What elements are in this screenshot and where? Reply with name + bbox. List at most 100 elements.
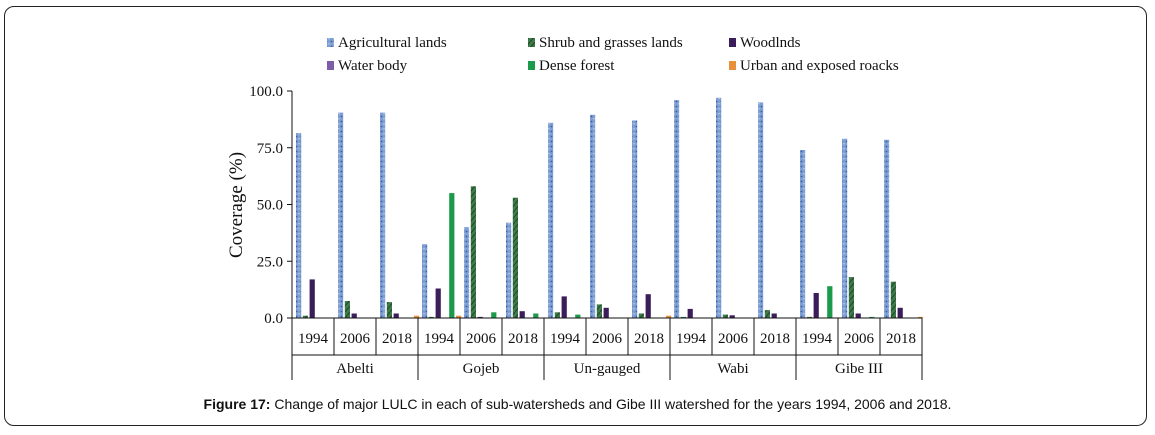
bar-agricultural-lands (674, 100, 680, 318)
bar-agricultural-lands (338, 112, 344, 318)
bar-woodlnds (645, 294, 651, 318)
legend: Agricultural lands Shrub and grasses land… (327, 35, 899, 74)
bar-agricultural-lands (464, 227, 470, 318)
y-tick-label: 50.0 (257, 198, 283, 214)
bar-shrub-and-grasses-lands (470, 186, 476, 318)
legend-swatch-urban-and-exposed-roacks (729, 61, 736, 70)
legend-swatch-agricultural-lands (327, 38, 334, 47)
y-tick-label: 25.0 (257, 254, 283, 270)
x-tick-year: 2018 (886, 331, 916, 347)
bar-dense-forest (575, 314, 581, 318)
bar-agricultural-lands (800, 150, 806, 318)
x-tick-year: 1994 (424, 331, 455, 347)
x-tick-year: 2006 (592, 331, 623, 347)
bar-woodlnds (519, 311, 525, 318)
bar-woodlnds (687, 308, 693, 318)
x-tick-year: 1994 (298, 331, 329, 347)
bar-agricultural-lands (758, 102, 764, 319)
legend-swatch-shrub-and-grasses-lands (528, 38, 535, 47)
bar-woodlnds (771, 313, 777, 318)
caption-label: Figure 17: (203, 396, 271, 412)
bar-agricultural-lands (380, 112, 386, 318)
bar-agricultural-lands (842, 138, 848, 318)
y-tick-label: 100.0 (249, 84, 283, 100)
bar-urban-and-exposed-roacks (414, 315, 420, 318)
y-tick-label: 75.0 (257, 141, 283, 157)
bar-dense-forest (491, 312, 497, 318)
legend-swatch-dense-forest (528, 61, 535, 70)
bar-shrub-and-grasses-lands (806, 316, 812, 318)
bar-woodlnds (309, 279, 315, 318)
bar-agricultural-lands (590, 114, 596, 318)
figure-caption: Figure 17: Change of major LULC in each … (0, 396, 1155, 412)
bar-shrub-and-grasses-lands (344, 301, 350, 318)
bar-agricultural-lands (632, 120, 638, 318)
bar-dense-forest (449, 193, 455, 318)
x-tick-year: 2006 (844, 331, 875, 347)
bar-dense-forest (533, 313, 539, 318)
bar-dense-forest (827, 286, 833, 318)
bar-woodlnds (729, 315, 735, 318)
bar-urban-and-exposed-roacks (456, 315, 462, 318)
legend-label: Dense forest (539, 58, 615, 74)
x-tick-year: 1994 (550, 331, 581, 347)
x-tick-year: 2018 (508, 331, 538, 347)
bar-shrub-and-grasses-lands (386, 302, 392, 318)
legend-swatch-water-body (327, 61, 334, 70)
bar-agricultural-lands (884, 139, 890, 318)
bar-shrub-and-grasses-lands (302, 315, 308, 318)
bar-agricultural-lands (422, 244, 428, 318)
bar-shrub-and-grasses-lands (722, 314, 728, 318)
x-group-label: Gojeb (463, 361, 500, 377)
bar-woodlnds (897, 307, 903, 318)
bars (296, 97, 924, 319)
bar-urban-and-exposed-roacks (666, 315, 672, 318)
bar-urban-and-exposed-roacks (918, 316, 924, 318)
x-tick-year: 2006 (340, 331, 371, 347)
bar-shrub-and-grasses-lands (764, 310, 770, 318)
legend-label: Urban and exposed roacks (740, 58, 899, 74)
x-tick-year: 2018 (634, 331, 664, 347)
bar-agricultural-lands (548, 122, 554, 318)
bar-woodlnds (855, 313, 861, 318)
bar-shrub-and-grasses-lands (596, 304, 602, 318)
bar-shrub-and-grasses-lands (680, 316, 686, 318)
bar-agricultural-lands (296, 133, 302, 318)
x-tick-year: 1994 (676, 331, 707, 347)
bar-woodlnds (813, 293, 819, 318)
bar-shrub-and-grasses-lands (890, 281, 896, 318)
x-tick-year: 2018 (382, 331, 412, 347)
legend-swatch-woodlnds (729, 38, 736, 47)
y-axis-title: Coverage (%) (226, 152, 247, 258)
bar-woodlnds (477, 316, 483, 318)
legend-label: Agricultural lands (338, 35, 447, 51)
x-tick-year: 2006 (466, 331, 497, 347)
x-tick-year: 2018 (760, 331, 790, 347)
x-axis: 1994 2006 2018 Abelti 1994 2006 2018 Gojeb 1994 2… (291, 317, 923, 380)
legend-label: Woodlnds (740, 35, 801, 51)
bar-agricultural-lands (716, 97, 722, 318)
bar-woodlnds (603, 307, 609, 318)
y-axis: 0.0 25.0 50.0 75.0 100.0 (249, 84, 293, 327)
figure-frame (4, 6, 1147, 426)
legend-label: Water body (338, 58, 408, 74)
x-group-label: Gibe III (835, 361, 883, 377)
bar-shrub-and-grasses-lands (512, 197, 518, 318)
bar-shrub-and-grasses-lands (848, 277, 854, 318)
x-tick-year: 2006 (718, 331, 749, 347)
y-tick-label: 0.0 (264, 311, 283, 327)
x-group-label: Un-gauged (574, 361, 641, 377)
bar-woodlnds (351, 313, 357, 318)
bar-woodlnds (561, 296, 567, 318)
bar-shrub-and-grasses-lands (554, 312, 560, 318)
bar-shrub-and-grasses-lands (428, 316, 434, 318)
bar-dense-forest (869, 316, 875, 318)
x-group-label: Abelti (336, 361, 374, 377)
bar-woodlnds (435, 288, 441, 318)
bar-woodlnds (393, 313, 399, 318)
x-tick-year: 1994 (802, 331, 833, 347)
legend-label: Shrub and grasses lands (539, 35, 683, 51)
bar-shrub-and-grasses-lands (638, 313, 644, 318)
bar-agricultural-lands (506, 222, 512, 318)
